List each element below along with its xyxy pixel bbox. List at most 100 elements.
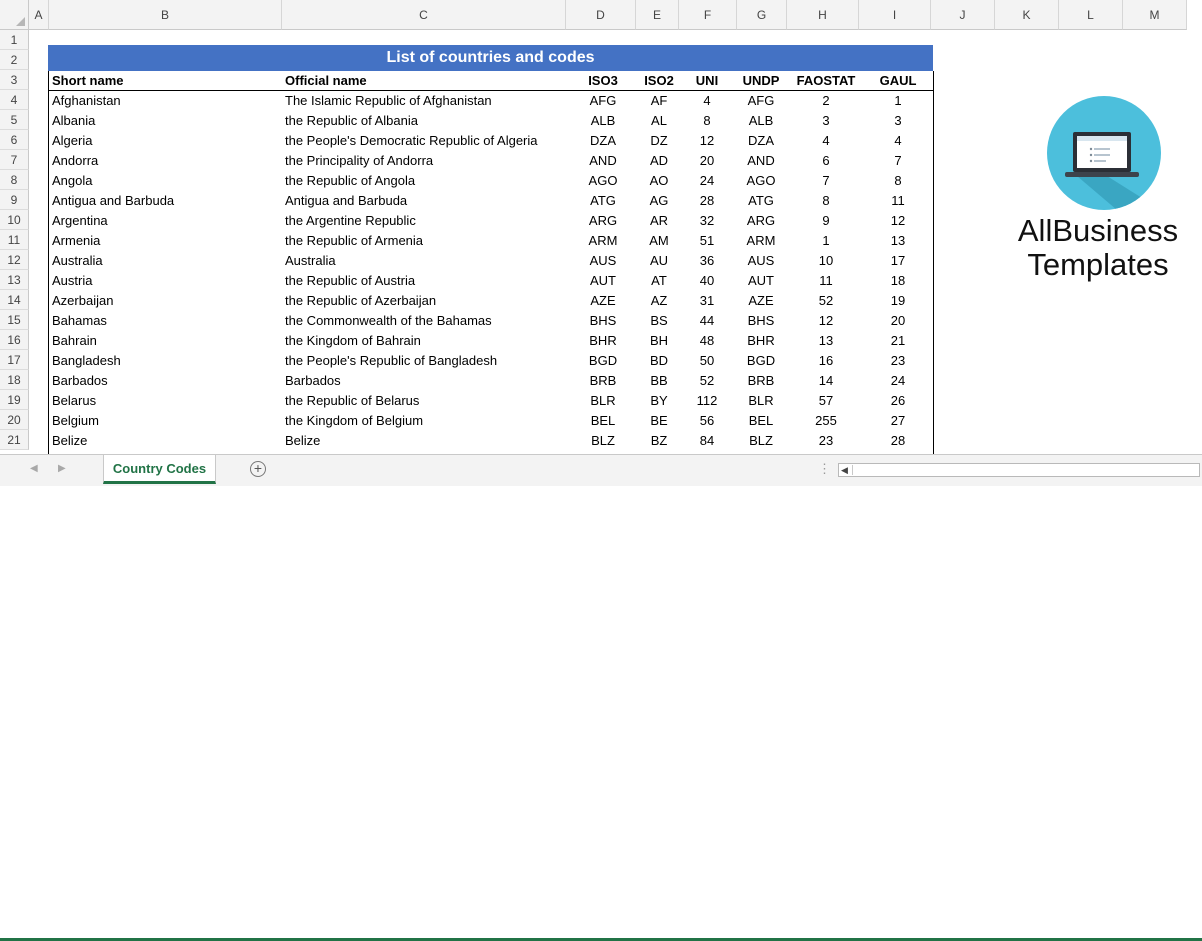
cell-gaul[interactable]: 7 — [894, 153, 902, 168]
cell-short[interactable]: Argentina — [52, 213, 108, 228]
cell-official[interactable]: the Republic of Albania — [285, 113, 418, 128]
cell-faostat[interactable]: 16 — [818, 353, 834, 368]
cell-undp[interactable]: AGO — [746, 173, 776, 188]
cell-gaul[interactable]: 8 — [894, 173, 902, 188]
row-header-9[interactable]: 9 — [0, 190, 29, 210]
cell-undp[interactable]: ALB — [748, 113, 774, 128]
cell-short[interactable]: Albania — [52, 113, 96, 128]
cell-short[interactable]: Bahamas — [52, 313, 107, 328]
cell-gaul[interactable]: 17 — [890, 253, 906, 268]
cell-iso2[interactable]: BD — [649, 353, 669, 368]
row-header-6[interactable]: 6 — [0, 130, 29, 150]
cell-iso2[interactable]: BY — [650, 393, 668, 408]
cell-uni[interactable]: 48 — [699, 333, 715, 348]
cell-official[interactable]: the Republic of Belarus — [285, 393, 420, 408]
row-header-16[interactable]: 16 — [0, 330, 29, 350]
tab-scroll-right-icon[interactable]: ▶ — [58, 463, 66, 474]
cell-iso2[interactable]: AF — [650, 93, 668, 108]
cell-iso3[interactable]: BHS — [589, 313, 617, 328]
cell-official[interactable]: the Principality of Andorra — [285, 153, 434, 168]
row-header-1[interactable]: 1 — [0, 30, 29, 50]
column-header-a[interactable]: A — [29, 0, 49, 30]
cell-iso3[interactable]: BEL — [590, 413, 616, 428]
column-header-j[interactable]: J — [931, 0, 995, 30]
cell-official[interactable]: the Republic of Armenia — [285, 233, 424, 248]
header-iso2[interactable]: ISO2 — [644, 73, 674, 88]
cell-official[interactable]: the Republic of Angola — [285, 173, 416, 188]
cell-official[interactable]: the Argentine Republic — [285, 213, 416, 228]
cell-undp[interactable]: AFG — [747, 93, 775, 108]
column-header-c[interactable]: C — [282, 0, 566, 30]
cell-faostat[interactable]: 2 — [822, 93, 830, 108]
row-header-13[interactable]: 13 — [0, 270, 29, 290]
cell-undp[interactable]: BEL — [748, 413, 774, 428]
row-header-14[interactable]: 14 — [0, 290, 29, 310]
cell-uni[interactable]: 112 — [696, 393, 718, 408]
row-header-17[interactable]: 17 — [0, 350, 29, 370]
cell-iso3[interactable]: ALB — [590, 113, 616, 128]
cell-iso2[interactable]: BZ — [650, 433, 668, 448]
cell-official[interactable]: Belize — [285, 433, 321, 448]
cell-gaul[interactable]: 24 — [890, 373, 906, 388]
cell-iso2[interactable]: AG — [649, 193, 669, 208]
cell-undp[interactable]: AND — [747, 153, 775, 168]
cell-official[interactable]: the People's Republic of Bangladesh — [285, 353, 498, 368]
column-header-h[interactable]: H — [787, 0, 859, 30]
column-header-m[interactable]: M — [1123, 0, 1187, 30]
cell-iso2[interactable]: BS — [650, 313, 668, 328]
cell-faostat[interactable]: 9 — [822, 213, 830, 228]
cell-iso3[interactable]: BHR — [589, 333, 617, 348]
cell-iso2[interactable]: BB — [650, 373, 668, 388]
cell-gaul[interactable]: 3 — [894, 113, 902, 128]
cell-official[interactable]: Barbados — [285, 373, 341, 388]
row-header-18[interactable]: 18 — [0, 370, 29, 390]
cell-official[interactable]: Australia — [285, 253, 336, 268]
cell-gaul[interactable]: 26 — [890, 393, 906, 408]
cell-iso3[interactable]: ATG — [590, 193, 616, 208]
cell-gaul[interactable]: 12 — [890, 213, 906, 228]
cell-gaul[interactable]: 1 — [894, 93, 902, 108]
cell-official[interactable]: the Kingdom of Bahrain — [285, 333, 421, 348]
row-header-11[interactable]: 11 — [0, 230, 29, 250]
cell-gaul[interactable]: 28 — [890, 433, 906, 448]
header-short-name[interactable]: Short name — [52, 73, 124, 88]
cell-gaul[interactable]: 23 — [890, 353, 906, 368]
cell-gaul[interactable]: 18 — [890, 273, 906, 288]
cell-area[interactable]: List of countries and codes Short name O… — [29, 30, 1202, 454]
cell-faostat[interactable]: 6 — [822, 153, 830, 168]
cell-faostat[interactable]: 7 — [822, 173, 830, 188]
header-gaul[interactable]: GAUL — [879, 73, 917, 88]
cell-uni[interactable]: 8 — [703, 113, 711, 128]
cell-short[interactable]: Barbados — [52, 373, 108, 388]
cell-short[interactable]: Austria — [52, 273, 93, 288]
add-sheet-icon[interactable]: + — [250, 461, 266, 477]
cell-short[interactable]: Bahrain — [52, 333, 97, 348]
cell-short[interactable]: Australia — [52, 253, 103, 268]
cell-uni[interactable]: 31 — [699, 293, 715, 308]
cell-uni[interactable]: 44 — [699, 313, 715, 328]
cell-iso2[interactable]: AT — [651, 273, 667, 288]
cell-undp[interactable]: BGD — [746, 353, 776, 368]
cell-short[interactable]: Bangladesh — [52, 353, 121, 368]
row-header-3[interactable]: 3 — [0, 70, 29, 90]
cell-uni[interactable]: 24 — [699, 173, 715, 188]
column-header-k[interactable]: K — [995, 0, 1059, 30]
row-header-4[interactable]: 4 — [0, 90, 29, 110]
cell-iso2[interactable]: AD — [649, 153, 669, 168]
row-header-8[interactable]: 8 — [0, 170, 29, 190]
cell-faostat[interactable]: 11 — [819, 273, 833, 288]
cell-undp[interactable]: DZA — [748, 133, 774, 148]
cell-iso3[interactable]: BLZ — [591, 433, 615, 448]
cell-faostat[interactable]: 255 — [815, 413, 837, 428]
cell-uni[interactable]: 56 — [699, 413, 715, 428]
header-official-name[interactable]: Official name — [285, 73, 367, 88]
cell-official[interactable]: the Republic of Austria — [285, 273, 416, 288]
cell-short[interactable]: Afghanistan — [52, 93, 121, 108]
cell-iso2[interactable]: BH — [649, 333, 669, 348]
horizontal-scrollbar[interactable]: ◀ — [838, 463, 1200, 477]
row-header-7[interactable]: 7 — [0, 150, 29, 170]
cell-gaul[interactable]: 21 — [890, 333, 906, 348]
header-uni[interactable]: UNI — [695, 73, 719, 88]
cell-official[interactable]: Antigua and Barbuda — [285, 193, 408, 208]
row-header-19[interactable]: 19 — [0, 390, 29, 410]
